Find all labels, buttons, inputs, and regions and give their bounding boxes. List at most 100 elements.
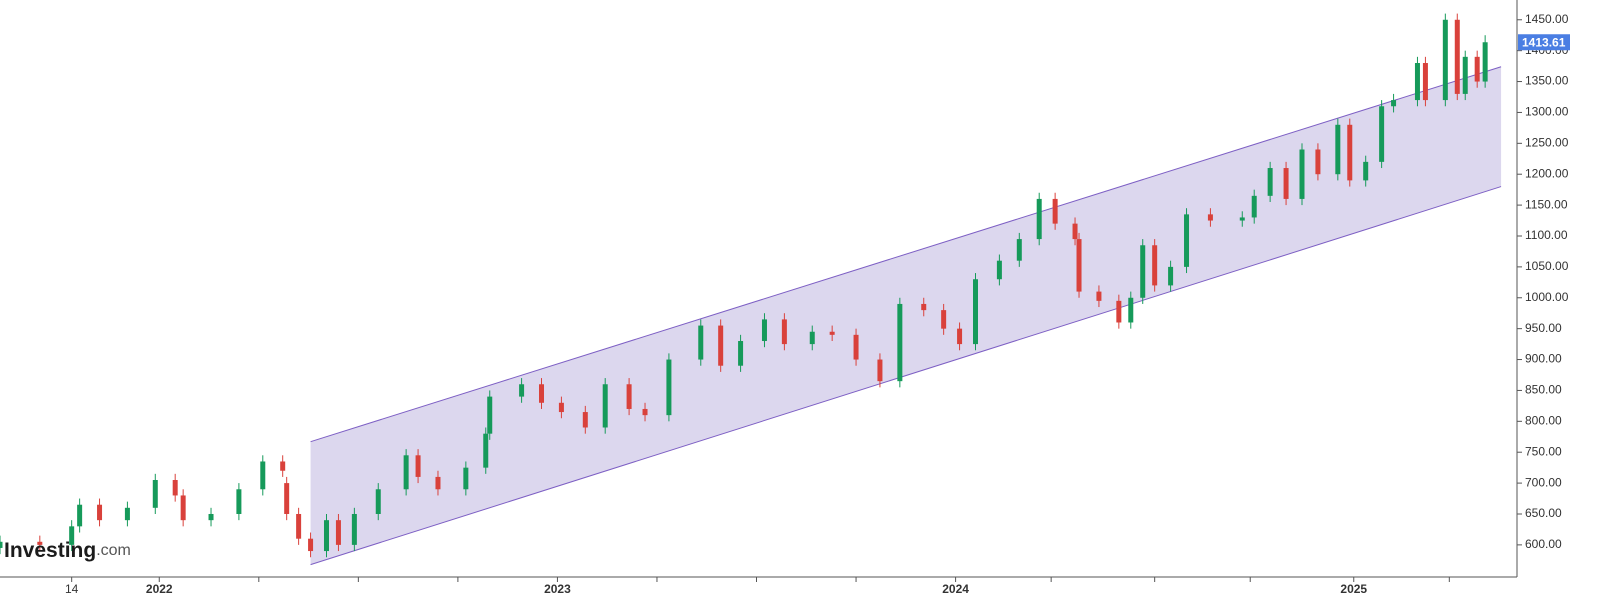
channel-upper-line [310, 66, 1502, 443]
candle-body [1482, 42, 1488, 82]
y-tick-label: 1000.00 [1525, 290, 1569, 304]
candle-body [1076, 239, 1082, 292]
candle-body [1347, 124, 1353, 181]
x-tick-label: 2025 [1340, 582, 1367, 596]
candle-body [0, 541, 3, 548]
candle-body [236, 489, 242, 514]
watermark-suffix: .com [96, 542, 131, 559]
candle-body [97, 504, 103, 521]
candle-body [124, 507, 130, 521]
candle-body [351, 513, 357, 545]
candle-body [972, 279, 978, 345]
candle-body [1152, 245, 1158, 286]
y-tick-label: 1300.00 [1525, 105, 1569, 119]
candle-body [1207, 214, 1213, 221]
candle-body [280, 461, 286, 471]
candle-body [853, 334, 859, 360]
x-tick-label: 2023 [544, 582, 571, 596]
y-tick-label: 1350.00 [1525, 74, 1569, 88]
y-tick-label: 900.00 [1525, 352, 1562, 366]
candle-body [1414, 63, 1420, 101]
candle-body [761, 319, 767, 342]
candle-body [1283, 168, 1289, 199]
candle-body [1096, 291, 1102, 301]
candle-body [284, 483, 290, 514]
candle-body [1315, 149, 1321, 175]
candle-body [829, 331, 835, 335]
y-tick-label: 1200.00 [1525, 166, 1569, 180]
candle-body [1116, 300, 1122, 323]
candle-body [1335, 124, 1341, 175]
channel-fill [310, 66, 1502, 565]
candle-body [1072, 223, 1078, 240]
watermark-brand: Investing [4, 539, 96, 562]
y-tick-label: 1250.00 [1525, 135, 1569, 149]
candle-body [738, 341, 744, 366]
candle-body [335, 520, 341, 545]
candle-body [172, 480, 178, 496]
y-tick-label: 700.00 [1525, 475, 1562, 489]
candle-body [1379, 106, 1385, 162]
candle-body [1128, 297, 1134, 323]
candle-body [897, 303, 903, 382]
candle-body [1239, 217, 1245, 221]
candle-body [698, 325, 704, 360]
y-tick-label: 750.00 [1525, 444, 1562, 458]
candle-body [1036, 198, 1042, 240]
y-tick-label: 650.00 [1525, 506, 1562, 520]
candle-body [403, 455, 409, 490]
candle-body [1422, 63, 1428, 101]
candle-body [208, 513, 214, 521]
candle-body [941, 310, 947, 329]
candle-body [877, 359, 883, 382]
candle-body [77, 504, 83, 527]
candle-body [921, 303, 927, 311]
candle-body [296, 513, 302, 539]
candle-body [781, 319, 787, 345]
candle-body [1462, 56, 1468, 94]
candle-body [602, 384, 608, 428]
candle-body [69, 526, 75, 545]
candle-body [483, 433, 489, 468]
candle-body [957, 328, 963, 345]
watermark: Investing.com [4, 539, 131, 562]
candle-body [1251, 195, 1257, 218]
candle-body [1474, 56, 1480, 82]
candle-body [260, 461, 266, 490]
candle-body [1016, 239, 1022, 261]
y-tick-label: 1050.00 [1525, 259, 1569, 273]
x-tick-label: 14 [65, 582, 79, 596]
candle-body [1454, 19, 1460, 94]
channel-lower-line [310, 186, 1502, 566]
candle-body [666, 359, 672, 416]
x-tick-label: 2024 [942, 582, 969, 596]
y-tick-label: 850.00 [1525, 383, 1562, 397]
candle-body [582, 412, 588, 428]
candle-body [37, 541, 43, 545]
x-tick-label: 2022 [146, 582, 173, 596]
candle-body [323, 520, 329, 552]
candle-body [375, 489, 381, 514]
candle-body [1267, 168, 1273, 196]
candle-body [180, 495, 186, 521]
candle-body [539, 384, 545, 403]
candle-body [809, 331, 815, 345]
candle-body [1184, 214, 1190, 267]
candle-body [1168, 266, 1174, 286]
candle-body [519, 384, 525, 397]
last-price-box [1518, 34, 1570, 51]
y-tick-label: 1150.00 [1525, 197, 1568, 211]
candle-body [1363, 161, 1369, 181]
y-tick-label: 600.00 [1525, 537, 1562, 551]
candle-body [558, 402, 564, 413]
candle-body [308, 538, 314, 552]
candle-body [415, 455, 421, 477]
candle-body [1391, 100, 1397, 107]
candle-body [1299, 149, 1305, 199]
candle-body [996, 260, 1002, 280]
candle-body [1442, 19, 1448, 101]
y-tick-label: 800.00 [1525, 413, 1562, 427]
candle-body [487, 396, 493, 434]
